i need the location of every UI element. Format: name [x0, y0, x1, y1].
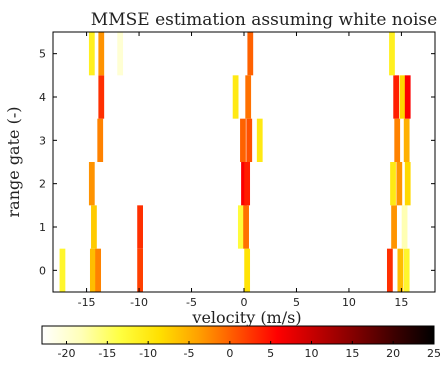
heatmap-cell: [241, 162, 247, 206]
x-tick-label: 0: [241, 296, 248, 309]
heatmap-cell: [404, 75, 411, 119]
x-tick-label: -15: [78, 296, 96, 309]
heatmap-cell: [386, 248, 393, 292]
heatmap-cell: [245, 75, 252, 119]
heatmap-cell: [237, 205, 244, 249]
heatmap-cell: [244, 162, 251, 206]
heatmap-cell: [98, 75, 105, 119]
heatmap-cell: [59, 248, 66, 292]
heatmap-cell: [390, 162, 396, 206]
heatmap-cell: [97, 118, 104, 162]
heatmap-cell: [117, 32, 124, 76]
x-tick-label: 15: [394, 296, 408, 309]
y-tick-label: 5: [39, 48, 46, 61]
colorbar-tick-label: -15: [98, 347, 116, 360]
heatmap-cell: [240, 118, 246, 162]
y-tick-label: 4: [39, 91, 46, 104]
x-tick-label: 5: [293, 296, 300, 309]
axis-ticks: -15 -10 -5 0 5 10 15 0 1 2 3 4 5: [39, 32, 435, 309]
y-tick-label: 3: [39, 134, 46, 147]
heatmap-cell: [404, 162, 411, 206]
heatmap-cell: [246, 118, 253, 162]
heatmap-cell: [88, 162, 95, 206]
x-tick-label: 10: [342, 296, 356, 309]
heatmap-cell: [247, 32, 254, 76]
colorbar-tick-label: 20: [386, 347, 400, 360]
colorbar-tick-label: 10: [305, 347, 319, 360]
heatmap-cell: [243, 205, 249, 249]
heatmap-cell: [397, 248, 404, 292]
heatmap-cell: [389, 32, 395, 76]
colorbar-tick-label: -20: [58, 347, 76, 360]
y-axis-label: range gate (-): [4, 107, 23, 218]
heatmap-cell: [401, 205, 408, 249]
chart-title: MMSE estimation assuming white noise: [91, 10, 437, 30]
x-tick-label: -10: [130, 296, 148, 309]
heatmap-cell: [399, 75, 406, 119]
heatmap-cell: [256, 118, 263, 162]
heatmap-cell: [403, 248, 410, 292]
heatmap-cell: [95, 248, 102, 292]
heatmap-cell: [137, 248, 143, 292]
heatmap-cell: [393, 75, 400, 119]
heatmap-cell: [391, 205, 397, 249]
heatmap-cell: [137, 205, 143, 249]
colorbar-tick-label: 0: [226, 347, 233, 360]
colorbar-tick-label: 5: [267, 347, 274, 360]
heatmap-cell: [396, 162, 403, 206]
colorbar-tick-label: 15: [345, 347, 359, 360]
heatmap-cell: [403, 118, 410, 162]
x-axis-label: velocity (m/s): [191, 308, 301, 327]
colorbar-gradient: [41, 325, 435, 345]
colorbar: -20 -15 -10 -5 0 5 10 15 20 25: [41, 325, 441, 360]
heatmap-cells: [59, 32, 411, 292]
heatmap-cell: [394, 118, 401, 162]
heatmap-cell: [244, 248, 251, 292]
colorbar-tick-label: -5: [184, 347, 195, 360]
y-tick-label: 2: [39, 178, 46, 191]
heatmap-cell: [91, 205, 97, 249]
x-tick-label: -5: [186, 296, 197, 309]
heatmap-cell: [88, 32, 95, 76]
y-tick-label: 1: [39, 221, 46, 234]
heatmap-cell: [98, 32, 105, 76]
heatmap-cell: [89, 248, 96, 292]
heatmap-cell: [232, 75, 239, 119]
colorbar-tick-label: -10: [139, 347, 157, 360]
colorbar-tick-label: 25: [427, 347, 441, 360]
y-tick-label: 0: [39, 264, 46, 277]
